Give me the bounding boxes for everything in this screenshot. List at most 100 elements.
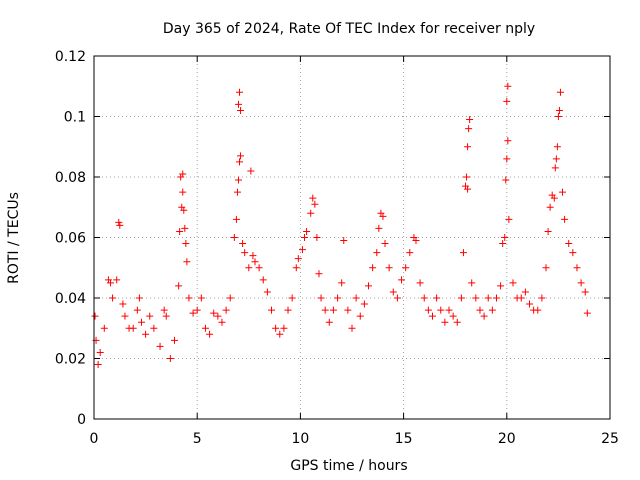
data-point	[554, 113, 562, 120]
data-point	[503, 155, 511, 163]
data-point	[542, 264, 550, 272]
data-point	[193, 306, 201, 314]
data-point	[503, 97, 511, 105]
data-point	[137, 318, 145, 326]
data-point	[509, 279, 517, 287]
data-point	[268, 306, 276, 314]
data-point	[309, 194, 317, 202]
data-point	[504, 82, 512, 90]
data-point	[360, 300, 368, 308]
data-point	[538, 294, 546, 302]
data-point	[100, 324, 108, 332]
data-point	[559, 188, 567, 196]
data-point	[210, 309, 218, 317]
data-point	[303, 227, 311, 235]
data-point	[179, 188, 187, 196]
data-point	[344, 306, 352, 314]
data-point	[428, 312, 436, 320]
data-point	[504, 137, 512, 145]
data-point	[181, 224, 189, 232]
data-point	[406, 249, 414, 257]
data-point	[463, 173, 471, 181]
x-axis: 0 5 10 15 20 25	[90, 56, 619, 447]
data-point	[468, 279, 476, 287]
data-point	[445, 306, 453, 314]
data-point	[464, 185, 472, 193]
data-point	[517, 294, 525, 302]
plot-frame	[93, 55, 611, 420]
data-point	[94, 361, 102, 369]
data-point	[133, 306, 141, 314]
data-point	[185, 294, 193, 302]
data-point	[492, 294, 500, 302]
data-point	[553, 143, 561, 151]
data-point	[321, 306, 329, 314]
data-point	[189, 309, 197, 317]
data-point	[499, 240, 507, 248]
y-tick-label: 0.1	[64, 110, 86, 126]
data-point	[375, 224, 383, 232]
data-point	[182, 240, 190, 248]
data-point	[179, 170, 187, 178]
data-point	[162, 312, 170, 320]
data-point	[550, 194, 558, 202]
data-point	[113, 276, 121, 284]
data-point	[393, 294, 401, 302]
data-point	[484, 294, 492, 302]
y-tick-label: 0	[77, 412, 86, 428]
data-point	[569, 249, 577, 257]
data-point	[340, 237, 348, 245]
data-point	[234, 100, 242, 108]
data-point	[107, 279, 115, 287]
data-point	[581, 288, 589, 296]
data-point	[573, 264, 581, 272]
data-point	[402, 264, 410, 272]
data-point	[348, 324, 356, 332]
data-point	[241, 249, 249, 257]
data-point	[234, 176, 242, 184]
x-tick-label: 0	[90, 431, 99, 447]
data-point	[544, 227, 552, 235]
data-point	[420, 294, 428, 302]
data-point	[119, 300, 127, 308]
data-point	[288, 294, 296, 302]
data-point	[247, 167, 255, 175]
data-point	[96, 348, 104, 356]
data-point	[317, 294, 325, 302]
x-tick-label: 5	[193, 431, 202, 447]
data-point	[561, 215, 569, 223]
data-point	[329, 306, 337, 314]
x-tick-label: 10	[291, 431, 309, 447]
x-tick-label: 25	[601, 431, 619, 447]
data-point	[121, 312, 129, 320]
data-point	[356, 312, 364, 320]
data-point	[236, 158, 244, 166]
data-point	[272, 324, 280, 332]
data-point	[214, 312, 222, 320]
data-point	[315, 270, 323, 278]
data-point	[466, 116, 474, 124]
data-point	[239, 240, 247, 248]
data-point	[218, 318, 226, 326]
data-point	[301, 234, 309, 241]
data-point	[465, 125, 473, 133]
data-point	[552, 155, 560, 163]
data-point	[294, 255, 302, 263]
data-point	[284, 306, 292, 314]
data-point	[298, 246, 306, 254]
data-point	[565, 240, 573, 248]
data-point	[459, 249, 467, 257]
data-point	[480, 312, 488, 320]
data-point	[412, 237, 420, 245]
data-point	[109, 294, 117, 302]
data-point	[449, 312, 457, 320]
data-point	[251, 258, 259, 266]
data-point	[142, 330, 150, 338]
data-point	[233, 188, 241, 196]
data-point	[385, 264, 393, 272]
data-point	[226, 294, 234, 302]
data-point	[259, 276, 267, 284]
data-point	[555, 106, 563, 114]
data-point	[313, 234, 321, 241]
